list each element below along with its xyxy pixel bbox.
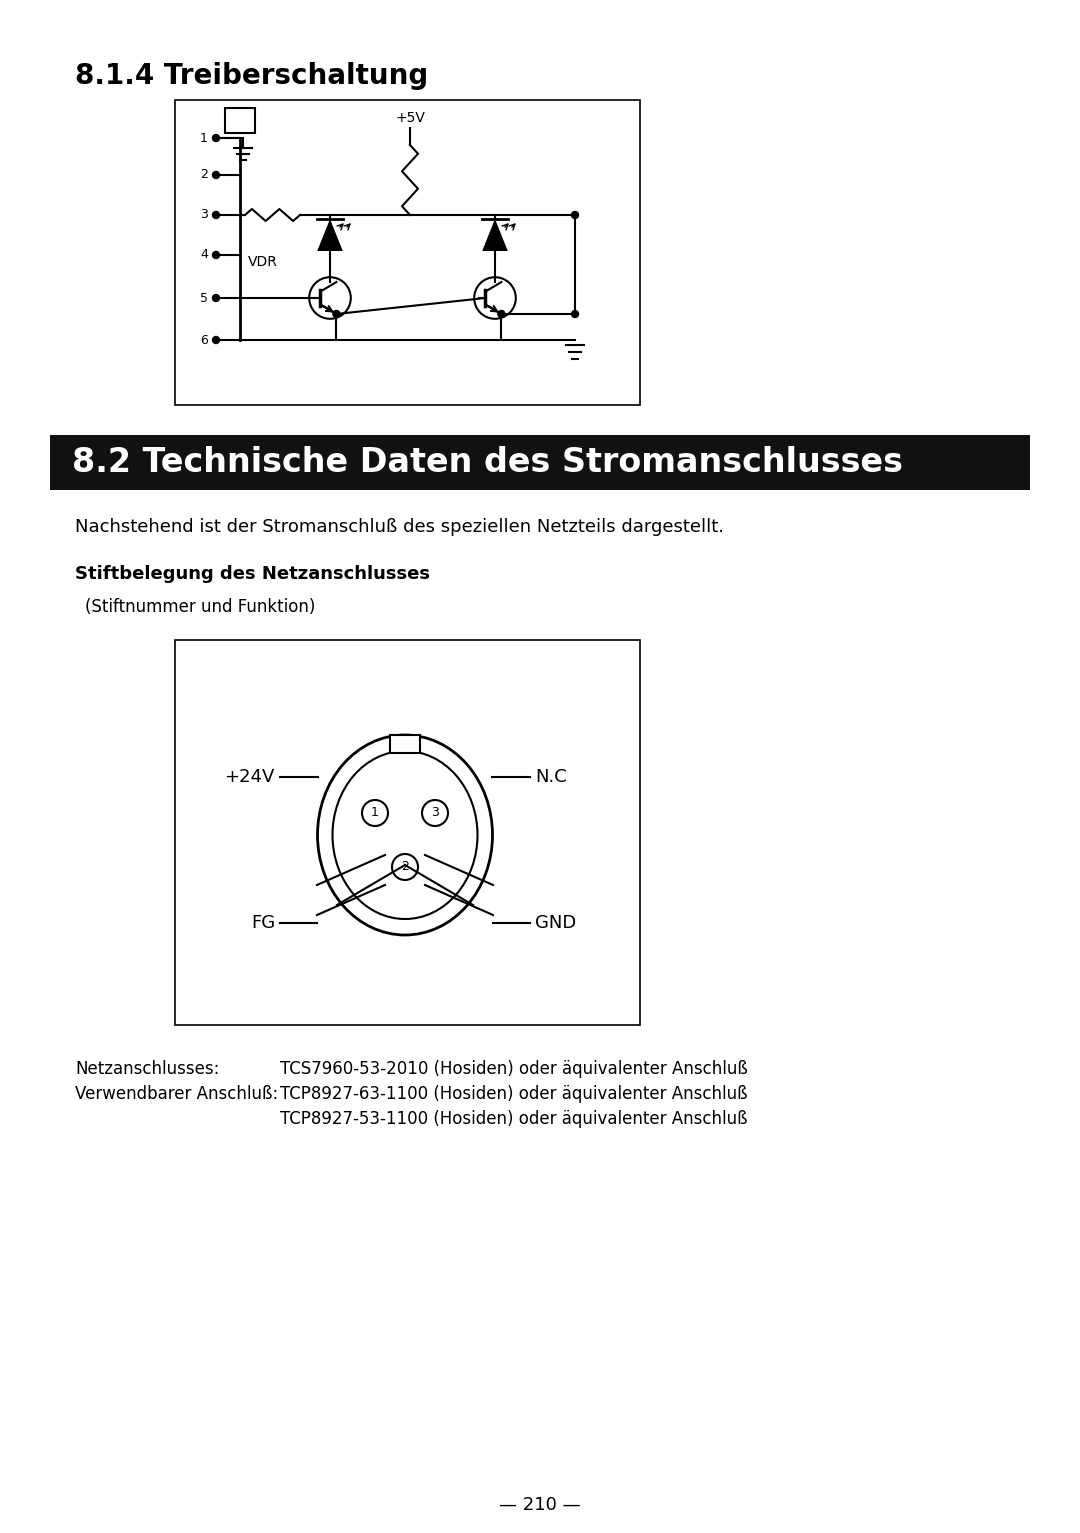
Circle shape (213, 337, 219, 343)
Text: 2: 2 (401, 860, 409, 874)
Text: FG: FG (251, 914, 275, 932)
Text: 3: 3 (431, 806, 438, 820)
Text: TCP8927-53-1100 (Hosiden) oder äquivalenter Anschluß: TCP8927-53-1100 (Hosiden) oder äquivalen… (280, 1110, 747, 1128)
Circle shape (498, 311, 504, 317)
Text: — 210 —: — 210 — (499, 1496, 581, 1515)
Text: Stiftbelegung des Netzanschlusses: Stiftbelegung des Netzanschlusses (75, 566, 430, 583)
Text: 8.1.4 Treiberschaltung: 8.1.4 Treiberschaltung (75, 61, 429, 90)
Text: 2: 2 (200, 169, 208, 181)
Bar (175, 100, 640, 405)
Circle shape (213, 135, 219, 141)
Polygon shape (318, 219, 342, 251)
Circle shape (213, 172, 219, 178)
Text: TCP8927-63-1100 (Hosiden) oder äquivalenter Anschluß: TCP8927-63-1100 (Hosiden) oder äquivalen… (280, 1085, 747, 1104)
Text: GND: GND (535, 914, 577, 932)
Circle shape (571, 311, 579, 317)
Bar (390, 734, 420, 753)
Circle shape (213, 251, 219, 259)
Text: 4: 4 (200, 248, 208, 262)
Polygon shape (482, 219, 508, 251)
Text: 1: 1 (200, 132, 208, 144)
Text: (Stiftnummer und Funktion): (Stiftnummer und Funktion) (85, 598, 315, 616)
Text: TCS7960-53-2010 (Hosiden) oder äquivalenter Anschluß: TCS7960-53-2010 (Hosiden) oder äquivalen… (280, 1059, 747, 1078)
Text: +5V: +5V (395, 110, 424, 126)
Circle shape (213, 212, 219, 219)
Circle shape (333, 311, 340, 317)
Circle shape (571, 212, 579, 219)
Text: N.C: N.C (535, 768, 567, 786)
Bar (225, 107, 255, 133)
Text: +24V: +24V (225, 768, 275, 786)
Bar (50, 435, 1030, 491)
Text: 6: 6 (200, 334, 208, 346)
Text: Verwendbarer Anschluß:: Verwendbarer Anschluß: (75, 1085, 279, 1104)
Text: VDR: VDR (248, 254, 278, 268)
Text: 5: 5 (200, 291, 208, 305)
Circle shape (213, 294, 219, 302)
Bar (175, 639, 640, 1026)
Text: Netzanschlusses:: Netzanschlusses: (75, 1059, 219, 1078)
Text: 8.2 Technische Daten des Stromanschlusses: 8.2 Technische Daten des Stromanschlusse… (72, 446, 903, 478)
Text: 3: 3 (200, 208, 208, 221)
Text: Nachstehend ist der Stromanschluß des speziellen Netzteils dargestellt.: Nachstehend ist der Stromanschluß des sp… (75, 518, 724, 537)
Text: 1: 1 (372, 806, 379, 820)
